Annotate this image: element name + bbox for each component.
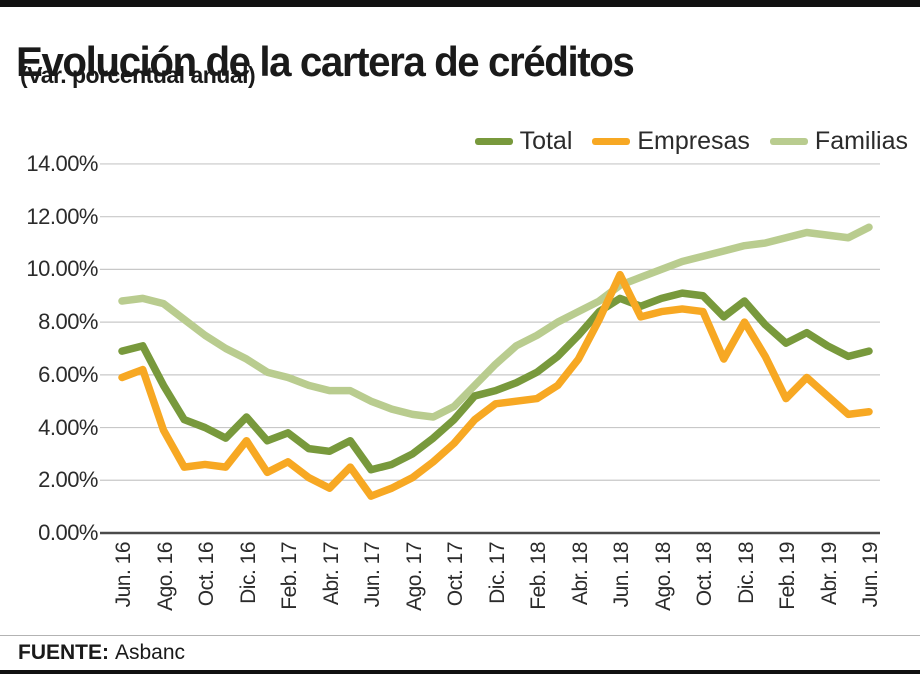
x-tick-label: Abr. 17 [319, 542, 343, 606]
source-label: FUENTE: [18, 641, 109, 664]
bottom-rule [0, 670, 920, 674]
source-note: FUENTE: Asbanc [18, 641, 185, 665]
y-tick-label: 6.00% [38, 361, 98, 387]
y-tick-label: 2.00% [38, 467, 98, 493]
x-tick-label: Abr. 19 [817, 542, 841, 606]
legend-label-familias: Familias [814, 127, 908, 155]
legend-label-total: Total [519, 127, 573, 155]
legend-item-total: Total [474, 127, 573, 156]
familias-line-swatch [769, 138, 808, 145]
x-tick-label: Jun. 18 [610, 542, 633, 608]
x-tick-label: Jun. 19 [859, 542, 882, 608]
x-tick-label: Jun. 17 [361, 542, 384, 608]
x-tick-label: Dic. 17 [485, 542, 509, 604]
legend-label-empresas: Empresas [637, 127, 750, 155]
x-tick-label: Dic. 18 [734, 542, 758, 604]
total-line-swatch [474, 138, 513, 145]
x-tick-label: Oct. 18 [693, 542, 716, 607]
x-tick-label: Oct. 17 [444, 542, 467, 607]
x-tick-label: Jun. 16 [112, 542, 135, 608]
footer-separator [0, 635, 920, 636]
x-tick-label: Ago. 17 [402, 542, 426, 611]
x-tick-label: Ago. 16 [153, 542, 177, 611]
y-tick-label: 0.00% [38, 520, 98, 545]
top-rule [0, 0, 920, 7]
x-tick-label: Oct. 16 [195, 542, 218, 607]
y-tick-label: 8.00% [38, 309, 98, 335]
source-value: Asbanc [115, 641, 186, 664]
y-tick-label: 4.00% [38, 414, 98, 440]
x-tick-label: Ago. 18 [651, 542, 675, 611]
empresas-line-swatch [592, 138, 631, 145]
y-tick-label: 14.00% [26, 150, 98, 176]
x-tick-label: Feb. 19 [776, 542, 799, 610]
page-title: Evolución de la cartera de créditos [16, 38, 635, 86]
empresas-line [118, 270, 873, 500]
y-tick-label: 10.00% [26, 256, 98, 282]
page-subtitle: (Var. porcentual anual) [20, 62, 256, 88]
chart-legend: Total Empresas Familias [474, 127, 908, 156]
familias-line [118, 223, 873, 421]
x-tick-label: Feb. 18 [527, 542, 550, 610]
y-tick-label: 12.00% [26, 203, 98, 229]
x-tick-label: Abr. 18 [568, 542, 592, 606]
total-line [118, 289, 873, 474]
legend-item-familias: Familias [769, 127, 908, 156]
legend-item-empresas: Empresas [592, 127, 750, 156]
x-tick-label: Feb. 17 [278, 542, 301, 610]
x-tick-label: Dic. 16 [236, 542, 260, 604]
